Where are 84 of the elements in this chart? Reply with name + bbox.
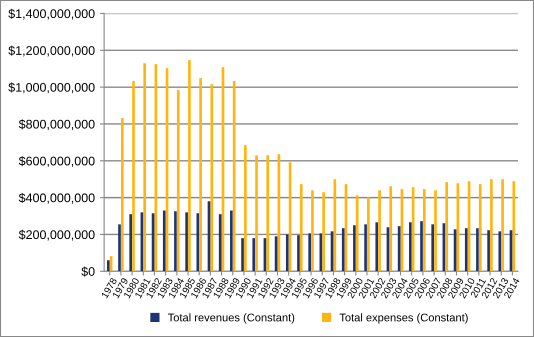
bar [468,181,470,272]
y-tick-label: $600,000,000 [18,156,95,167]
bar [456,183,460,272]
bar [386,227,390,272]
bar [162,210,166,272]
bar [353,225,356,272]
bar [264,238,266,272]
bar [512,181,516,272]
bar [230,210,233,272]
bar [311,190,314,272]
bar [398,226,400,272]
legend-label: Total revenues (Constant) [168,313,294,324]
bar [434,190,437,272]
bar [408,222,412,272]
bar [445,182,448,272]
bar [188,60,191,272]
bar [464,228,468,272]
y-tick-label: $0 [81,266,95,277]
bar [185,212,188,272]
bar [210,84,214,272]
bar [356,195,359,272]
bar [274,236,278,272]
bar [367,197,370,272]
bar [342,228,345,272]
bar [232,81,236,272]
bar [498,231,502,272]
bar [143,63,146,272]
bar [266,155,270,272]
bar [174,211,177,272]
bar [297,235,300,272]
y-tick-label: $1,400,000,000 [8,8,95,20]
y-tick-label: $1,000,000,000 [8,82,95,94]
bar [118,224,121,272]
bar [129,214,132,272]
bar [344,184,348,272]
bar [110,256,112,272]
bar [333,179,336,272]
bar [255,155,258,272]
bar [278,154,280,272]
bar [244,145,247,272]
bar [431,224,434,272]
bar [308,233,311,272]
bar [140,212,144,272]
bar [490,179,493,272]
bar [286,234,289,272]
bar [389,186,392,272]
y-tick-label: $200,000,000 [18,230,95,241]
bar [322,192,325,272]
bar [252,238,256,272]
bar [422,189,426,272]
legend-label: Total expenses (Constant) [340,313,468,324]
y-tick-label: $1,200,000,000 [8,46,95,56]
bar [412,187,414,272]
bar [199,78,202,272]
bar [487,230,490,272]
bar [300,184,303,272]
bar [288,162,292,272]
bar [420,221,423,272]
bar [501,179,504,272]
bar [478,184,482,272]
bar [330,231,334,272]
bar [154,64,158,272]
bar [454,229,456,272]
bar [176,90,180,272]
bar [476,228,479,272]
bar [166,68,168,272]
bar [120,118,124,272]
bar [132,81,135,272]
y-tick-label: $800,000,000 [18,119,95,130]
bar [320,233,322,272]
bar [106,260,110,272]
bar [208,201,210,272]
bar [400,189,404,272]
bar [364,224,367,272]
bar [152,213,154,272]
y-tick-label: $400,000,000 [18,192,95,204]
bar [375,222,378,272]
bar [510,230,512,272]
bar [442,223,446,272]
bar [218,214,222,272]
bar [241,238,244,272]
bar [378,190,381,272]
bar [222,67,224,272]
bar [196,213,200,272]
